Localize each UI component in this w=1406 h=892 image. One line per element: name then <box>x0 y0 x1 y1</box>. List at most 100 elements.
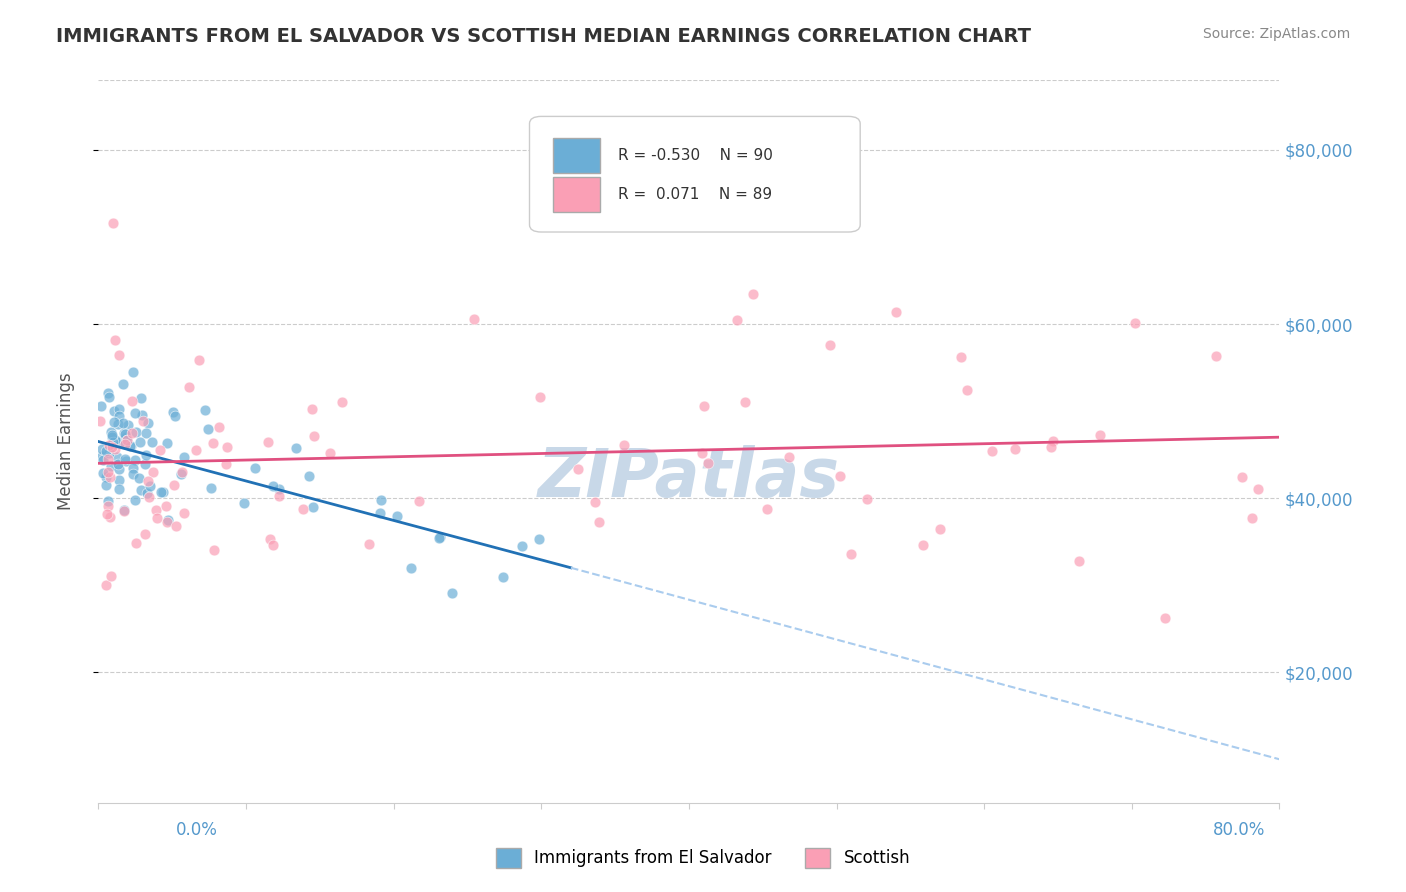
Point <box>111 377 134 392</box>
Text: ZIPatlas: ZIPatlas <box>538 445 839 510</box>
Point <box>142 465 165 479</box>
Point <box>387 509 409 524</box>
Point <box>1205 349 1227 363</box>
Point <box>104 333 127 347</box>
Point <box>97 386 120 401</box>
Point <box>441 586 464 600</box>
Point <box>693 399 716 413</box>
Text: 0.0%: 0.0% <box>176 821 218 838</box>
Point <box>980 443 1002 458</box>
Point <box>97 390 120 404</box>
Point <box>583 495 606 509</box>
Point <box>111 417 134 431</box>
Point <box>215 457 238 471</box>
Point <box>202 435 225 450</box>
Point <box>884 304 907 318</box>
Point <box>527 532 550 546</box>
Point <box>200 481 222 495</box>
Point <box>122 461 145 475</box>
Point <box>330 395 353 409</box>
Text: IMMIGRANTS FROM EL SALVADOR VS SCOTTISH MEDIAN EARNINGS CORRELATION CHART: IMMIGRANTS FROM EL SALVADOR VS SCOTTISH … <box>56 27 1031 45</box>
Point <box>1040 440 1063 454</box>
Point <box>104 442 127 456</box>
Point <box>778 450 800 465</box>
Point <box>155 435 177 450</box>
Point <box>291 502 314 516</box>
Point <box>108 482 131 496</box>
Point <box>94 578 117 592</box>
Point <box>818 338 841 352</box>
Point <box>129 391 152 405</box>
Legend: Immigrants from El Salvador, Scottish: Immigrants from El Salvador, Scottish <box>489 841 917 875</box>
Point <box>269 482 291 496</box>
Point <box>98 469 121 483</box>
Point <box>114 437 136 451</box>
Point <box>510 539 533 553</box>
Point <box>97 500 120 514</box>
Point <box>117 417 139 432</box>
Point <box>173 450 195 464</box>
Point <box>103 403 125 417</box>
Point <box>107 417 129 431</box>
FancyBboxPatch shape <box>530 116 860 232</box>
Point <box>463 312 485 326</box>
Point <box>194 403 217 417</box>
Point <box>124 493 146 508</box>
Point <box>105 450 128 464</box>
Point <box>105 434 128 449</box>
Point <box>259 532 281 546</box>
Point <box>215 440 238 454</box>
Point <box>112 425 135 440</box>
Point <box>121 467 143 481</box>
Point <box>173 506 195 520</box>
Point <box>1088 428 1111 442</box>
Point <box>112 504 135 518</box>
Point <box>124 425 146 439</box>
Point <box>128 435 150 450</box>
Point <box>157 513 180 527</box>
Point <box>136 475 159 489</box>
Point <box>184 443 207 458</box>
Point <box>103 416 125 430</box>
Point <box>94 469 117 483</box>
Point <box>1069 554 1091 568</box>
Point <box>128 470 150 484</box>
Point <box>115 430 138 444</box>
Point <box>165 409 187 423</box>
Bar <box>553 138 600 173</box>
Point <box>101 430 124 444</box>
Point <box>108 434 131 449</box>
Point <box>928 522 950 536</box>
Point <box>91 466 114 480</box>
Point <box>114 452 136 467</box>
Point <box>742 286 765 301</box>
Point <box>138 490 160 504</box>
Point <box>97 465 120 479</box>
Point <box>408 493 430 508</box>
Y-axis label: Median Earnings: Median Earnings <box>56 373 75 510</box>
Point <box>108 402 131 417</box>
Point <box>725 313 748 327</box>
Point <box>121 425 143 440</box>
Point <box>162 405 184 419</box>
Point <box>117 433 139 447</box>
Point <box>115 434 138 448</box>
Point <box>124 406 146 420</box>
Point <box>163 478 186 492</box>
Point <box>359 537 381 551</box>
Point <box>950 350 973 364</box>
Point <box>121 394 143 409</box>
Point <box>156 515 179 529</box>
Point <box>115 453 138 467</box>
Point <box>262 479 284 493</box>
Point <box>368 506 391 520</box>
Text: 80.0%: 80.0% <box>1213 821 1265 838</box>
Point <box>101 434 124 449</box>
Point <box>101 216 124 230</box>
Text: R =  0.071    N = 89: R = 0.071 N = 89 <box>619 187 772 202</box>
Point <box>107 473 129 487</box>
Point <box>98 445 121 459</box>
Point <box>100 425 122 439</box>
Point <box>165 519 187 533</box>
Point <box>129 483 152 497</box>
